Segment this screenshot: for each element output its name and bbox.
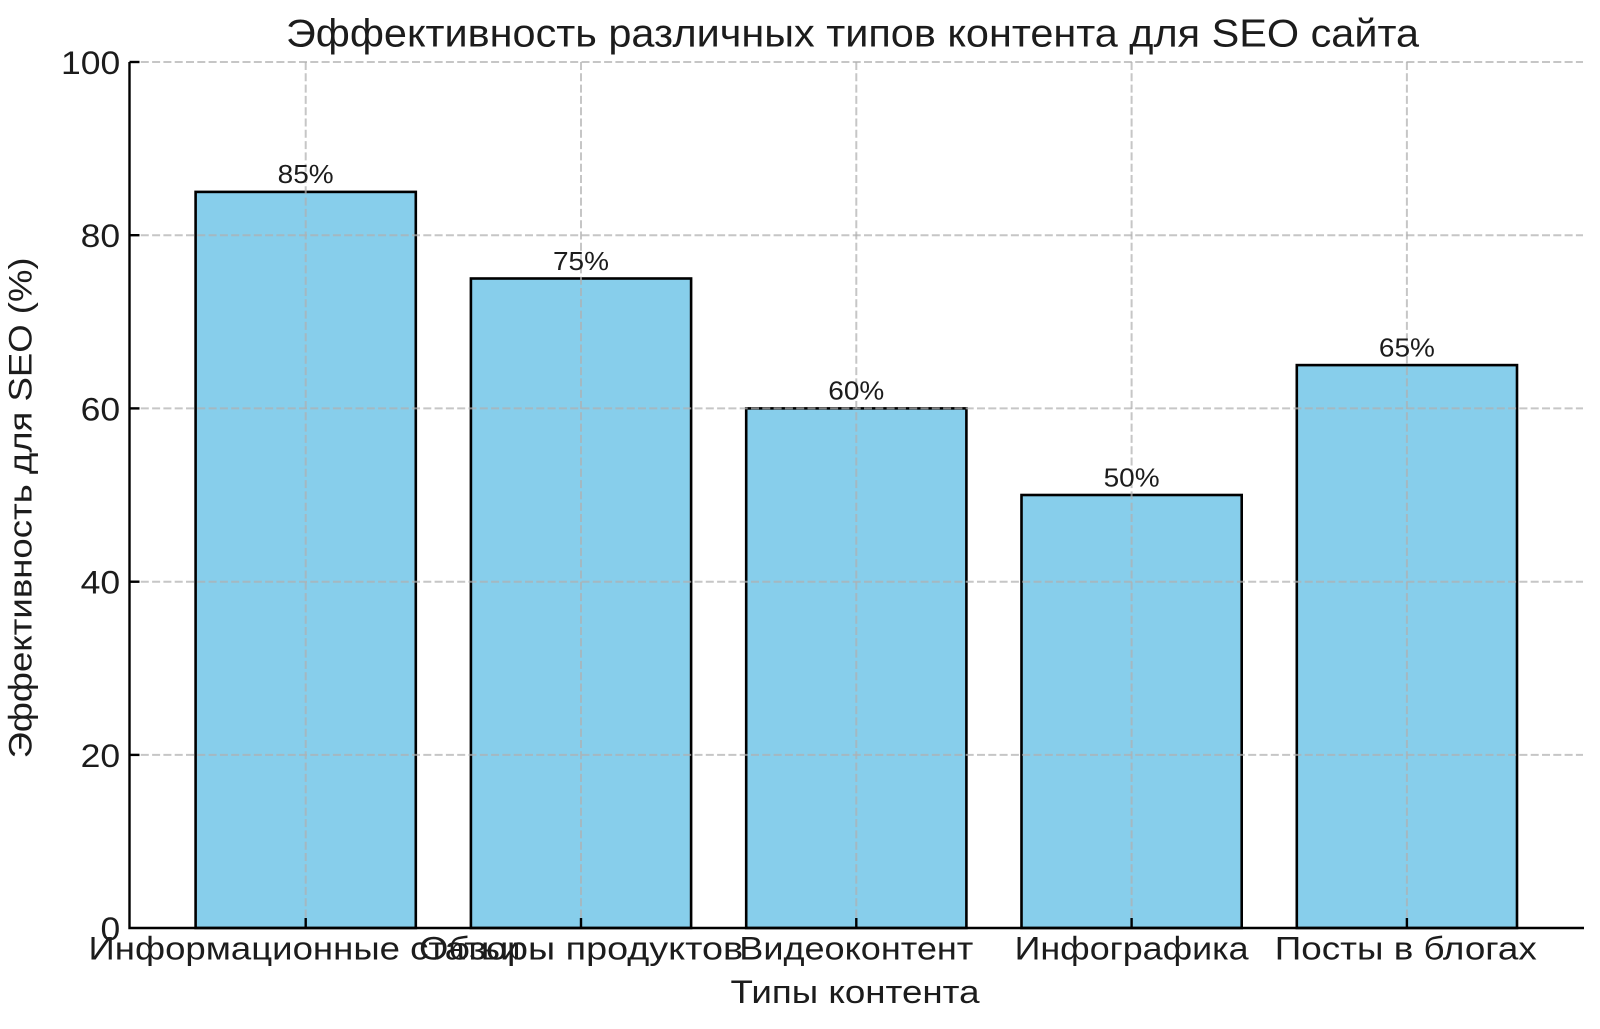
svg-text:85%: 85%	[278, 159, 334, 189]
svg-text:Посты в блогах: Посты в блогах	[1275, 931, 1537, 967]
svg-text:Видеоконтент: Видеоконтент	[739, 931, 973, 967]
svg-text:60%: 60%	[828, 376, 884, 406]
svg-text:Эффективность для SEO (%): Эффективность для SEO (%)	[3, 257, 39, 758]
svg-text:65%: 65%	[1379, 332, 1435, 362]
svg-text:40: 40	[81, 565, 121, 601]
svg-text:20: 20	[81, 738, 121, 774]
svg-text:80: 80	[81, 218, 121, 254]
svg-text:Типы контента: Типы контента	[731, 974, 980, 1010]
svg-text:75%: 75%	[553, 246, 609, 276]
svg-text:Информационные статьи: Информационные статьи	[89, 931, 521, 967]
svg-text:50%: 50%	[1104, 462, 1160, 492]
svg-text:0: 0	[101, 911, 121, 947]
svg-text:100: 100	[61, 45, 120, 81]
svg-text:Обзоры продуктов: Обзоры продуктов	[419, 931, 743, 967]
svg-text:Инфографика: Инфографика	[1015, 931, 1249, 967]
svg-text:60: 60	[81, 391, 121, 427]
svg-text:Эффективность различных типов: Эффективность различных типов контента д…	[286, 12, 1419, 55]
